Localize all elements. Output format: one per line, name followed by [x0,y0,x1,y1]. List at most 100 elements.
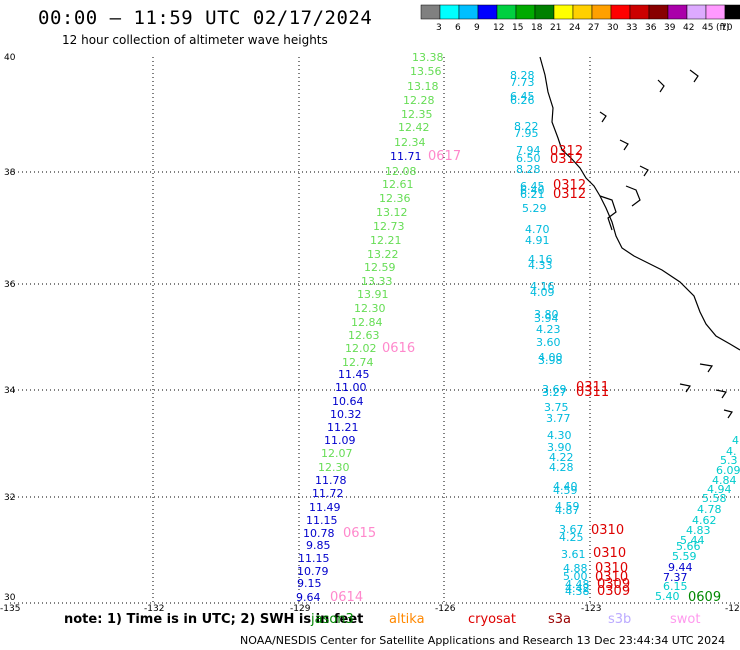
cyan-coastal-value: 4.16 [530,280,555,293]
jason-blue-value: 11.71 [390,150,422,163]
cyan-east-value: 4. [726,445,737,458]
color-scale-legend [420,4,740,20]
jason-blue-value: 9.85 [306,539,331,552]
cyan-east-value: 4.83 [686,524,711,537]
cyan-east-value: 4.84 [712,474,737,487]
lat-label-38: 38 [4,168,16,178]
scale-swatch [439,4,460,20]
scale-swatch [629,4,650,20]
cryosat-time-label: 0309 [597,584,630,599]
map-subtitle: 12 hour collection of altimeter wave hei… [62,33,328,47]
cryosat-time-label: 0311 [576,385,609,400]
cyan-coastal-value: 6.21 [520,188,545,201]
lon-label-132: -132 [144,604,164,614]
cryosat-time-label: 0312 [550,152,583,167]
scale-label: 9 [474,23,480,33]
cyan-coastal-value: 4.40 [553,480,578,493]
swot-time-label: 0615 [343,526,376,541]
jason-blue-value: 11.00 [335,381,367,394]
lat-label-30: 30 [4,593,16,603]
jason-blue-value: 11.78 [315,474,347,487]
jason-green-value: 12.36 [379,192,411,205]
note-text: note: 1) Time is in UTC; 2) SWH is in fe… [64,612,364,627]
cyan-coastal-value: 4.59 [553,484,578,497]
cyan-coastal-value: 4.38 [565,585,590,598]
cyan-east-value: 4 [732,434,739,447]
jason-green-value: 12.30 [318,461,350,474]
cyan-coastal-value: 4.88 [563,562,588,575]
lon-label-123: -123 [581,604,601,614]
cyan-coastal-value: 7.94 [516,144,541,157]
scale-label: 45 [702,23,713,33]
scale-unit: (ft) [716,23,730,33]
jason-blue-value: 10.79 [297,565,329,578]
cyan-coastal-value: 3.98 [538,354,563,367]
scale-swatch [724,4,740,20]
cryosat-time-label: 0312 [550,144,583,159]
cyan-coastal-value: 4.16 [528,253,553,266]
cryosat-time-label: 0310 [591,523,624,538]
cyan-coastal-value: 8.28 [516,163,541,176]
cyan-coastal-value: 5.29 [522,202,547,215]
jason-green-value: 12.08 [385,165,417,178]
footer-credit: NOAA/NESDIS Center for Satellite Applica… [240,634,726,647]
jason-green-value: 13.12 [376,206,408,219]
cyan-coastal-value: 4.42 [565,582,590,595]
jason-green-value: 13.18 [407,80,439,93]
cryosat-time-label: 0312 [553,187,586,202]
cyan-east-value: 5.44 [680,534,705,547]
cryosat-time-label: 0312 [553,178,586,193]
scale-label: 42 [683,23,694,33]
jason-blue-value: 10.78 [303,527,335,540]
cyan-coastal-value: 3.61 [561,548,586,561]
scale-swatch [458,4,479,20]
cyan-coastal-value: 4.33 [528,259,553,272]
jason-green-value: 13.22 [367,248,399,261]
cyan-coastal-value: 6.26 [510,94,535,107]
jason-green-value: 12.35 [401,108,433,121]
scale-label: 36 [645,23,657,33]
navy-east-value: 9.44 [668,561,693,574]
cyan-east-value: 6.09 [716,464,740,477]
jason-blue-value: 10.64 [332,395,364,408]
sat-jason3: jason3 [311,612,354,627]
cyan-coastal-value: 4.00 [538,351,563,364]
sat-s3b: s3b [608,612,632,627]
jason-green-value: 12.07 [321,447,353,460]
scale-swatch [477,4,498,20]
jason-blue-value: 11.15 [306,514,338,527]
jason-green-value: 12.02 [345,342,377,355]
cyan-coastal-value: 6.45 [510,90,535,103]
cyan-coastal-value: 4.30 [547,429,572,442]
lon-label-135: -135 [0,604,20,614]
scale-label: 24 [569,23,581,33]
cyan-coastal-value: 6.40 [520,184,545,197]
cyan-coastal-value: 4.22 [549,451,574,464]
scale-swatch [534,4,555,20]
cyan-coastal-value: 4.87 [555,504,580,517]
cyan-coastal-value: 4.48 [565,578,590,591]
scale-label: 33 [626,23,637,33]
graticule [10,57,740,604]
swot-time-label: 0614 [330,590,363,605]
cyan-coastal-value: 7.73 [510,76,535,89]
cyan-coastal-value: 6.45 [520,180,545,193]
cyan-east-value: 5.58 [702,492,727,505]
scale-swatch [648,4,669,20]
swot-time-label: 0617 [428,149,461,164]
lat-label-40: 40 [4,53,16,63]
cyan-coastal-value: 4.28 [549,461,574,474]
cyan-coastal-value: 3.69 [542,383,567,396]
lon-label-120: -120 [725,604,740,614]
cyan-coastal-value: 3.90 [547,441,572,454]
scale-swatch [515,4,536,20]
jason-green-value: 12.63 [348,329,380,342]
jason3-time-label: 0609 [688,590,721,605]
jason-green-value: 12.61 [382,178,414,191]
cyan-coastal-value: 4.23 [536,323,561,336]
jason-green-value: 12.74 [342,356,374,369]
cyan-coastal-value: 8.28 [510,69,535,82]
cyan-east-value: 5.3 [720,454,738,467]
navy-east-value: 7.37 [663,571,688,584]
